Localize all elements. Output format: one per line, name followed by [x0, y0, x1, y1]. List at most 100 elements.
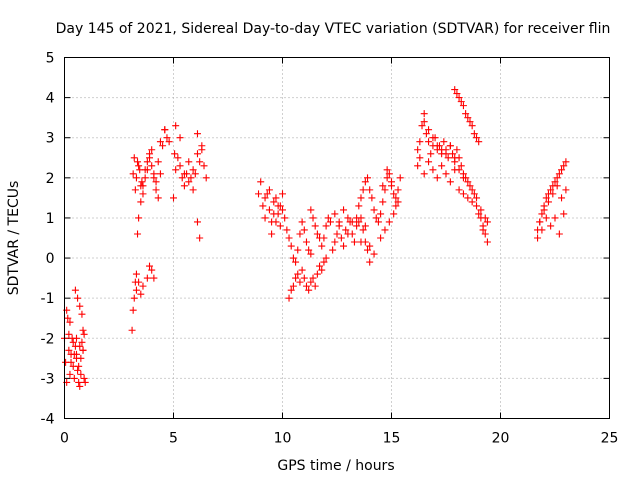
data-point [459, 102, 467, 110]
data-point [65, 346, 73, 354]
data-point [300, 274, 308, 282]
data-point [348, 218, 356, 226]
data-point [414, 162, 422, 170]
data-point [475, 210, 483, 218]
data-point [366, 258, 374, 266]
data-point [307, 250, 315, 258]
data-point [534, 234, 542, 242]
data-point [459, 174, 467, 182]
data-point [134, 158, 142, 166]
data-point [340, 242, 348, 250]
data-point [368, 194, 376, 202]
data-point [131, 186, 139, 194]
data-point [538, 210, 546, 218]
data-point [305, 246, 313, 254]
data-point [318, 242, 326, 250]
data-point [191, 170, 199, 178]
data-point [335, 218, 343, 226]
y-tick-label: 2 [46, 171, 55, 187]
data-point [420, 118, 428, 126]
data-point [69, 338, 77, 346]
data-point [148, 146, 156, 154]
data-point [359, 186, 367, 194]
data-point [300, 226, 308, 234]
data-point [322, 222, 330, 230]
data-point [255, 190, 263, 198]
data-point [185, 178, 193, 186]
data-point [468, 186, 476, 194]
data-point [379, 182, 387, 190]
data-point [311, 222, 319, 230]
data-point [136, 166, 144, 174]
data-point [320, 234, 328, 242]
x-tick-label: 10 [274, 431, 292, 447]
data-point [135, 162, 143, 170]
data-point [414, 146, 422, 154]
data-point [302, 238, 310, 246]
chart-title: Day 145 of 2021, Sidereal Day-to-day VTE… [56, 21, 611, 37]
data-point [558, 166, 566, 174]
data-point [379, 198, 387, 206]
data-point [425, 158, 433, 166]
data-point [180, 182, 188, 190]
data-point [540, 206, 548, 214]
data-point [477, 214, 485, 222]
data-point [374, 218, 382, 226]
data-point [72, 334, 80, 342]
data-point [137, 182, 145, 190]
data-point [180, 170, 188, 178]
data-point [296, 278, 304, 286]
data-point [562, 158, 570, 166]
data-point [128, 326, 136, 334]
y-tick-label: 4 [46, 91, 55, 107]
data-point [298, 266, 306, 274]
data-point [468, 198, 476, 206]
data-point [416, 154, 424, 162]
data-point [72, 354, 80, 362]
data-point [560, 162, 568, 170]
data-point [64, 314, 72, 322]
data-point [130, 154, 138, 162]
data-point [388, 182, 395, 190]
data-point [137, 290, 145, 298]
grid [64, 57, 610, 419]
data-point [272, 218, 280, 226]
data-point [259, 202, 267, 210]
data-point [422, 130, 430, 138]
data-point [329, 246, 337, 254]
data-point [154, 158, 162, 166]
data-point [138, 178, 146, 186]
data-point [196, 234, 204, 242]
data-point [370, 250, 378, 258]
data-point [129, 306, 137, 314]
data-point [274, 210, 282, 218]
data-point [189, 186, 197, 194]
data-point [193, 130, 201, 138]
data-point [193, 218, 201, 226]
data-point [189, 166, 197, 174]
data-point [470, 130, 478, 138]
data-point [154, 194, 162, 202]
data-point [359, 226, 367, 234]
data-point [355, 202, 363, 210]
data-point [76, 302, 84, 310]
data-point [416, 138, 424, 146]
data-point [80, 374, 88, 382]
data-point [196, 158, 204, 166]
data-point [187, 174, 195, 182]
data-point [455, 94, 463, 102]
data-point [353, 222, 361, 230]
data-point [66, 370, 74, 378]
data-point [132, 286, 140, 294]
data-points [61, 86, 570, 390]
y-tick-label: -1 [41, 291, 55, 307]
data-point [390, 190, 398, 198]
x-tick-label: 0 [60, 431, 69, 447]
data-point [200, 162, 208, 170]
y-tick-labels: -4 -3 -2 -1 0 1 2 3 4 5 [41, 51, 55, 428]
data-point [453, 146, 461, 154]
data-point [446, 142, 454, 150]
data-point [143, 166, 151, 174]
data-point [276, 202, 284, 210]
